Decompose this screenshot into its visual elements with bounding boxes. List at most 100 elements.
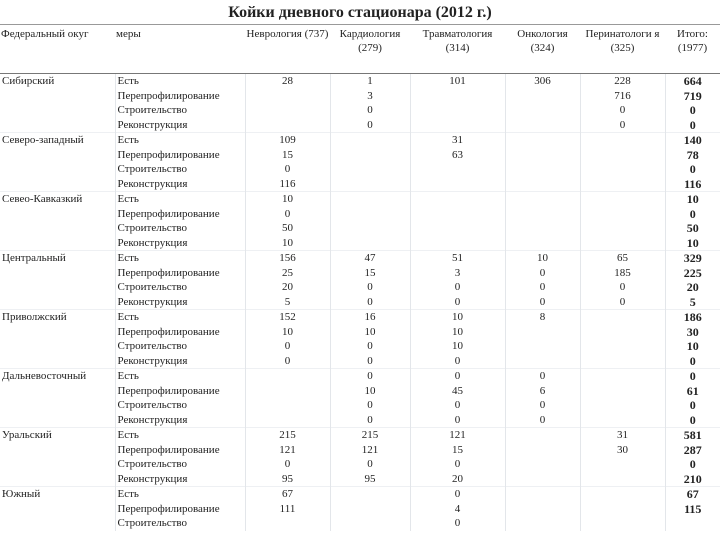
- value-cell: 185: [579, 265, 665, 280]
- value-cell: 10: [329, 324, 410, 339]
- measure-cell: Строительство: [114, 221, 245, 236]
- empty-cell: [329, 486, 410, 502]
- page-title: Койки дневного стационара (2012 г.): [228, 4, 492, 21]
- empty-cell: [0, 236, 115, 251]
- table-row: Центральный Есть 156 47 51 10 65 329: [0, 250, 720, 266]
- measure-cell: Строительство: [114, 398, 245, 413]
- empty-cell: [504, 427, 580, 443]
- value-cell: 121: [409, 427, 505, 443]
- empty-cell: [409, 88, 505, 103]
- value-cell: 61: [664, 383, 720, 398]
- empty-cell: [0, 325, 115, 340]
- value-cell: 111: [244, 501, 330, 516]
- value-cell: 0: [329, 368, 410, 384]
- empty-cell: [0, 384, 115, 399]
- empty-cell: [664, 516, 720, 531]
- table-row: Строительство 0 0 0 0: [0, 457, 720, 472]
- empty-cell: [329, 191, 410, 207]
- value-cell: 0: [409, 412, 505, 428]
- table-row: Северо-западный Есть 109 31 140: [0, 132, 720, 148]
- region-cell: Сибирский: [0, 73, 115, 89]
- empty-cell: [409, 206, 505, 221]
- measure-cell: Есть: [114, 250, 245, 266]
- value-cell: 287: [664, 442, 720, 457]
- empty-cell: [0, 266, 115, 281]
- measure-cell: Перепрофилирование: [114, 324, 245, 339]
- value-cell: 0: [664, 206, 720, 221]
- empty-cell: [0, 177, 115, 192]
- empty-cell: [0, 339, 115, 354]
- column-header: Перинатологи я (325): [580, 24, 665, 74]
- measure-cell: Есть: [114, 73, 245, 89]
- empty-cell: [579, 176, 665, 192]
- empty-cell: [579, 206, 665, 221]
- table-row: Перепрофилирование 111 4 115: [0, 501, 720, 516]
- measure-cell: Реконструкция: [114, 353, 245, 369]
- value-cell: 0: [329, 103, 410, 118]
- value-cell: 0: [244, 162, 330, 177]
- empty-cell: [0, 398, 115, 413]
- value-cell: 0: [329, 353, 410, 369]
- value-cell: 0: [409, 368, 505, 384]
- value-cell: 0: [504, 280, 580, 295]
- region-cell: Уральский: [0, 427, 115, 443]
- empty-cell: [0, 207, 115, 222]
- value-cell: 65: [579, 250, 665, 266]
- table-row: Перепрофилирование 25 15 3 0 185 225: [0, 265, 720, 281]
- measure-cell: Строительство: [114, 457, 245, 472]
- value-cell: 0: [409, 516, 505, 531]
- empty-cell: [504, 516, 580, 531]
- value-cell: 0: [329, 280, 410, 295]
- measure-cell: Перепрофилирование: [114, 501, 245, 516]
- empty-cell: [579, 486, 665, 502]
- value-cell: 0: [504, 368, 580, 384]
- empty-cell: [579, 309, 665, 325]
- table-row: Севео-Кавказкий Есть 10 10: [0, 191, 720, 207]
- region-cell: Южный: [0, 486, 115, 502]
- value-cell: 16: [329, 309, 410, 325]
- measure-cell: Реконструкция: [114, 412, 245, 428]
- value-cell: 5: [664, 294, 720, 310]
- value-cell: 0: [244, 457, 330, 472]
- value-cell: 4: [409, 501, 505, 516]
- empty-cell: [329, 221, 410, 236]
- value-cell: 30: [664, 324, 720, 339]
- empty-cell: [504, 442, 580, 457]
- value-cell: 10: [409, 309, 505, 325]
- value-cell: 664: [664, 73, 720, 89]
- value-cell: 5: [244, 294, 330, 310]
- empty-cell: [504, 471, 580, 487]
- value-cell: 95: [329, 471, 410, 487]
- column-header: Травматология (314): [410, 24, 505, 74]
- table-row: Строительство 50 50: [0, 221, 720, 236]
- empty-cell: [409, 235, 505, 251]
- empty-cell: [0, 221, 115, 236]
- value-cell: 0: [409, 280, 505, 295]
- value-cell: 0: [664, 398, 720, 413]
- table-row: Южный Есть 67 0 67: [0, 486, 720, 502]
- empty-cell: [409, 162, 505, 177]
- empty-cell: [409, 176, 505, 192]
- table-row: Перепрофилирование 3 716 719: [0, 88, 720, 103]
- empty-cell: [504, 501, 580, 516]
- value-cell: 215: [244, 427, 330, 443]
- value-cell: 0: [504, 412, 580, 428]
- empty-cell: [244, 117, 330, 133]
- value-cell: 0: [329, 412, 410, 428]
- empty-cell: [579, 162, 665, 177]
- measure-cell: Реконструкция: [114, 176, 245, 192]
- value-cell: 0: [504, 398, 580, 413]
- value-cell: 0: [409, 486, 505, 502]
- value-cell: 20: [409, 471, 505, 487]
- value-cell: 115: [664, 501, 720, 516]
- region-cell: Севео-Кавказкий: [0, 191, 115, 207]
- table-row: Строительство 0 0: [0, 162, 720, 177]
- empty-cell: [0, 103, 115, 118]
- empty-cell: [0, 354, 115, 369]
- value-cell: 20: [664, 280, 720, 295]
- measure-cell: Есть: [114, 309, 245, 325]
- value-cell: 1: [329, 73, 410, 89]
- table-row: Реконструкция 95 95 20 210: [0, 471, 720, 487]
- table-row: Строительство 0 0 0: [0, 103, 720, 118]
- value-cell: 67: [664, 486, 720, 502]
